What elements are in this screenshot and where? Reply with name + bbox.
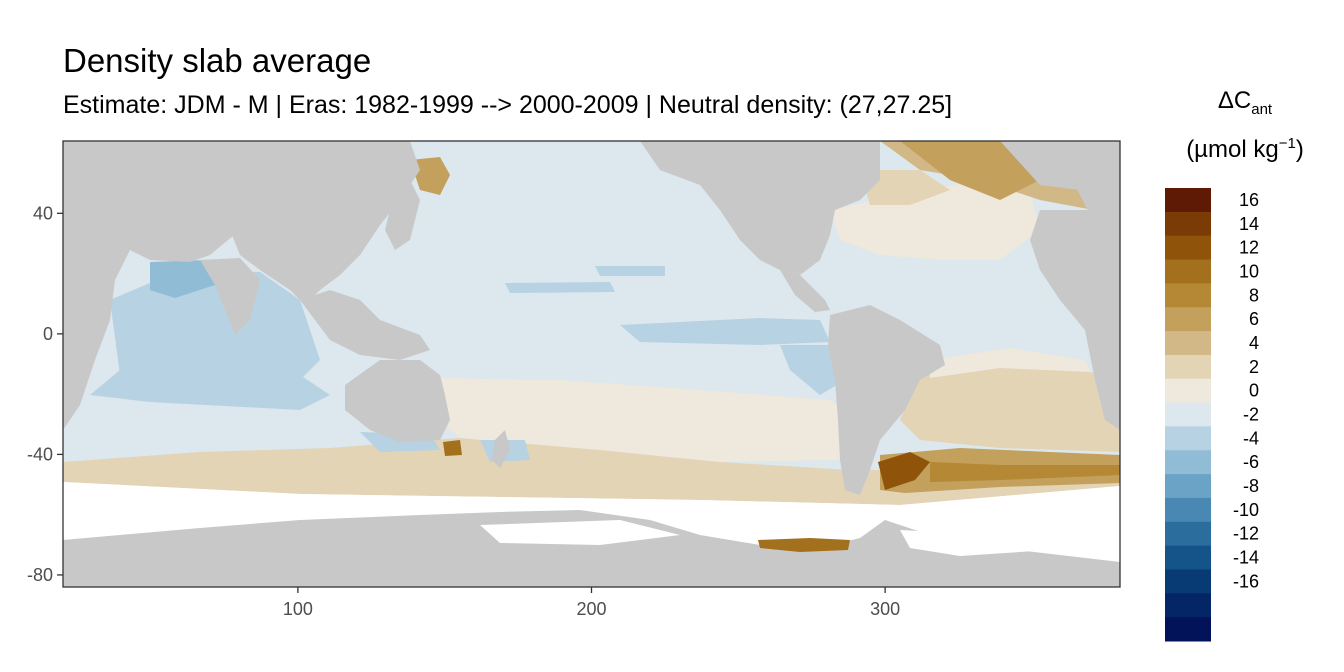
legend-label: -6	[1243, 452, 1259, 472]
ocean-field-indian-west	[90, 370, 330, 410]
legend-title-units: (µmol kg−1)	[1160, 135, 1330, 164]
legend-label: 2	[1249, 357, 1259, 377]
land-india	[200, 258, 260, 335]
color-legend: 16 14 12 10 8 6 4 2 0 -2 -4 -6 -8 -10 -12 -14 -16	[1165, 188, 1259, 642]
ocean-field-labrador	[860, 170, 950, 205]
legend-label: -2	[1243, 405, 1259, 425]
land-asia	[220, 141, 420, 305]
legend-swatch	[1165, 378, 1211, 404]
ocean-field-atlantic-band-8	[878, 452, 930, 490]
legend-units-main: (µmol kg	[1186, 136, 1279, 163]
ocean-field-atlantic-south-light	[930, 348, 1090, 378]
legend-label: 16	[1239, 190, 1259, 210]
land-south-america	[828, 305, 945, 495]
x-axis: 100 200 300	[283, 587, 900, 619]
land-se-asia	[300, 290, 430, 360]
legend-swatch	[1165, 450, 1211, 475]
land-africa-east	[1030, 210, 1120, 430]
ice-shelf-weddell	[900, 530, 1050, 556]
legend-title-main: ΔC	[1217, 87, 1252, 114]
legend-label: 4	[1249, 333, 1259, 353]
legend-title-subscript: ant	[1251, 100, 1273, 118]
ice-shelf-ross	[480, 520, 680, 545]
legend-swatch	[1165, 545, 1211, 570]
legend-swatch	[1165, 307, 1211, 332]
ocean-field-beige-belt	[430, 378, 850, 440]
ocean-field-pac-north-blue	[505, 282, 615, 293]
legend-swatch	[1165, 474, 1211, 499]
ocean-field-arabian	[150, 260, 215, 298]
ocean-field-pac-north-blue2	[595, 266, 665, 276]
ocean-field-okhotsk	[410, 157, 450, 195]
y-tick-label: -40	[27, 444, 53, 464]
legend-swatch	[1165, 569, 1211, 594]
legend-swatch	[1165, 331, 1211, 356]
land-central-america	[780, 270, 830, 312]
ocean-field-atlantic-band-6	[930, 462, 1120, 482]
legend-label: 8	[1249, 285, 1259, 305]
x-tick-label: 300	[870, 599, 900, 619]
land-europe-east	[1075, 141, 1120, 220]
legend-swatch	[1165, 521, 1211, 547]
land-japan	[385, 180, 420, 250]
land-antarctica	[63, 510, 1120, 587]
ocean-field-tasmania-patch	[443, 440, 462, 456]
ocean-field-atlantic-south	[900, 360, 1120, 452]
legend-label: 10	[1239, 261, 1259, 281]
ocean-field-pac-eq	[620, 318, 830, 345]
land	[63, 141, 1120, 587]
map-subtitle: Estimate: JDM - M | Eras: 1982-1999 --> …	[63, 91, 953, 119]
legend-swatch	[1165, 426, 1211, 451]
legend-units-superscript: −1	[1278, 135, 1296, 152]
legend-swatch	[1165, 593, 1211, 618]
legend-label: 14	[1239, 214, 1259, 234]
legend-title-symbol: ΔCant	[1190, 87, 1300, 118]
legend-label: 0	[1249, 381, 1259, 401]
legend-swatch	[1165, 259, 1211, 284]
y-tick-label: 0	[43, 324, 53, 344]
y-axis: 40 0 -40 -80	[27, 203, 63, 585]
x-tick-label: 200	[576, 599, 606, 619]
legend-label: -10	[1233, 500, 1259, 520]
ocean-field-pac-eq2	[780, 345, 845, 395]
x-tick-label: 100	[283, 599, 313, 619]
legend-label: -16	[1233, 571, 1259, 591]
legend-units-close: )	[1295, 136, 1304, 163]
land-nz	[492, 430, 510, 468]
legend-label: -14	[1233, 548, 1259, 568]
legend-swatch	[1165, 354, 1211, 380]
legend-swatch	[1165, 617, 1211, 642]
legend-swatch	[1165, 402, 1211, 427]
legend-swatch	[1165, 497, 1211, 523]
legend-swatch	[1165, 235, 1211, 261]
map-panel	[63, 141, 1120, 587]
legend-swatch	[1165, 211, 1211, 237]
legend-label: -8	[1243, 476, 1259, 496]
legend-label: 6	[1249, 309, 1259, 329]
y-tick-label: -80	[27, 565, 53, 585]
map-title: Density slab average	[63, 42, 372, 79]
ocean-field-indian	[110, 270, 320, 385]
legend-label: 12	[1239, 238, 1259, 258]
land-north-america	[640, 141, 880, 275]
antarctic-coast-patch	[758, 538, 850, 552]
y-tick-label: 40	[33, 203, 53, 223]
legend-label: -12	[1233, 524, 1259, 544]
ocean-field-north-atlantic-upper2	[900, 141, 1040, 200]
legend-label: -4	[1243, 428, 1259, 448]
legend-swatch	[1165, 188, 1211, 213]
land-australia	[345, 360, 450, 442]
legend-swatch	[1165, 283, 1211, 308]
